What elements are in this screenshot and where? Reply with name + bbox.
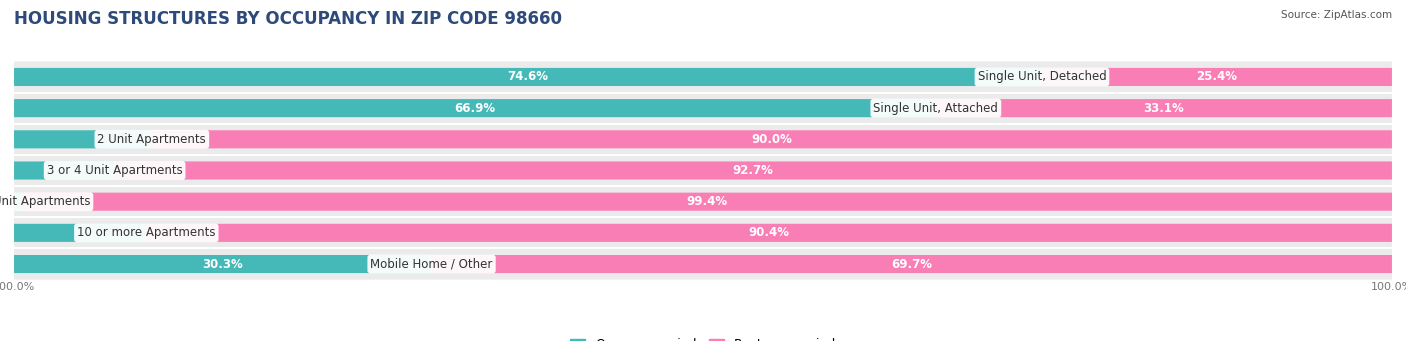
Text: 2 Unit Apartments: 2 Unit Apartments	[97, 133, 207, 146]
Text: 90.4%: 90.4%	[748, 226, 790, 239]
Text: Source: ZipAtlas.com: Source: ZipAtlas.com	[1281, 10, 1392, 20]
FancyBboxPatch shape	[14, 217, 1392, 249]
Text: 66.9%: 66.9%	[454, 102, 495, 115]
FancyBboxPatch shape	[14, 161, 115, 180]
Text: HOUSING STRUCTURES BY OCCUPANCY IN ZIP CODE 98660: HOUSING STRUCTURES BY OCCUPANCY IN ZIP C…	[14, 10, 562, 28]
Text: Mobile Home / Other: Mobile Home / Other	[370, 257, 492, 270]
Text: Single Unit, Attached: Single Unit, Attached	[873, 102, 998, 115]
FancyBboxPatch shape	[14, 193, 22, 211]
Text: 9.6%: 9.6%	[103, 226, 135, 239]
FancyBboxPatch shape	[14, 99, 936, 117]
Text: Single Unit, Detached: Single Unit, Detached	[977, 71, 1107, 84]
FancyBboxPatch shape	[22, 193, 1392, 211]
Text: 92.7%: 92.7%	[733, 164, 773, 177]
FancyBboxPatch shape	[14, 249, 1392, 280]
Text: 7.3%: 7.3%	[70, 164, 104, 177]
Text: 10 or more Apartments: 10 or more Apartments	[77, 226, 215, 239]
FancyBboxPatch shape	[146, 224, 1392, 242]
FancyBboxPatch shape	[936, 99, 1392, 117]
Text: 0.62%: 0.62%	[0, 195, 11, 208]
Text: 30.3%: 30.3%	[202, 257, 243, 270]
FancyBboxPatch shape	[152, 130, 1392, 148]
FancyBboxPatch shape	[14, 186, 1392, 217]
Text: 99.4%: 99.4%	[688, 195, 728, 208]
FancyBboxPatch shape	[14, 61, 1392, 92]
Text: 3 or 4 Unit Apartments: 3 or 4 Unit Apartments	[46, 164, 183, 177]
FancyBboxPatch shape	[14, 130, 152, 148]
Text: 74.6%: 74.6%	[508, 71, 548, 84]
Legend: Owner-occupied, Renter-occupied: Owner-occupied, Renter-occupied	[565, 333, 841, 341]
FancyBboxPatch shape	[1042, 68, 1392, 86]
FancyBboxPatch shape	[14, 155, 1392, 186]
Text: 10.0%: 10.0%	[100, 133, 141, 146]
FancyBboxPatch shape	[14, 255, 432, 273]
FancyBboxPatch shape	[115, 161, 1392, 180]
Text: 69.7%: 69.7%	[891, 257, 932, 270]
FancyBboxPatch shape	[14, 68, 1042, 86]
FancyBboxPatch shape	[432, 255, 1392, 273]
FancyBboxPatch shape	[14, 92, 1392, 124]
FancyBboxPatch shape	[14, 224, 146, 242]
Text: 33.1%: 33.1%	[1143, 102, 1184, 115]
Text: 5 to 9 Unit Apartments: 5 to 9 Unit Apartments	[0, 195, 90, 208]
FancyBboxPatch shape	[14, 124, 1392, 155]
Text: 25.4%: 25.4%	[1197, 71, 1237, 84]
Text: 90.0%: 90.0%	[751, 133, 793, 146]
